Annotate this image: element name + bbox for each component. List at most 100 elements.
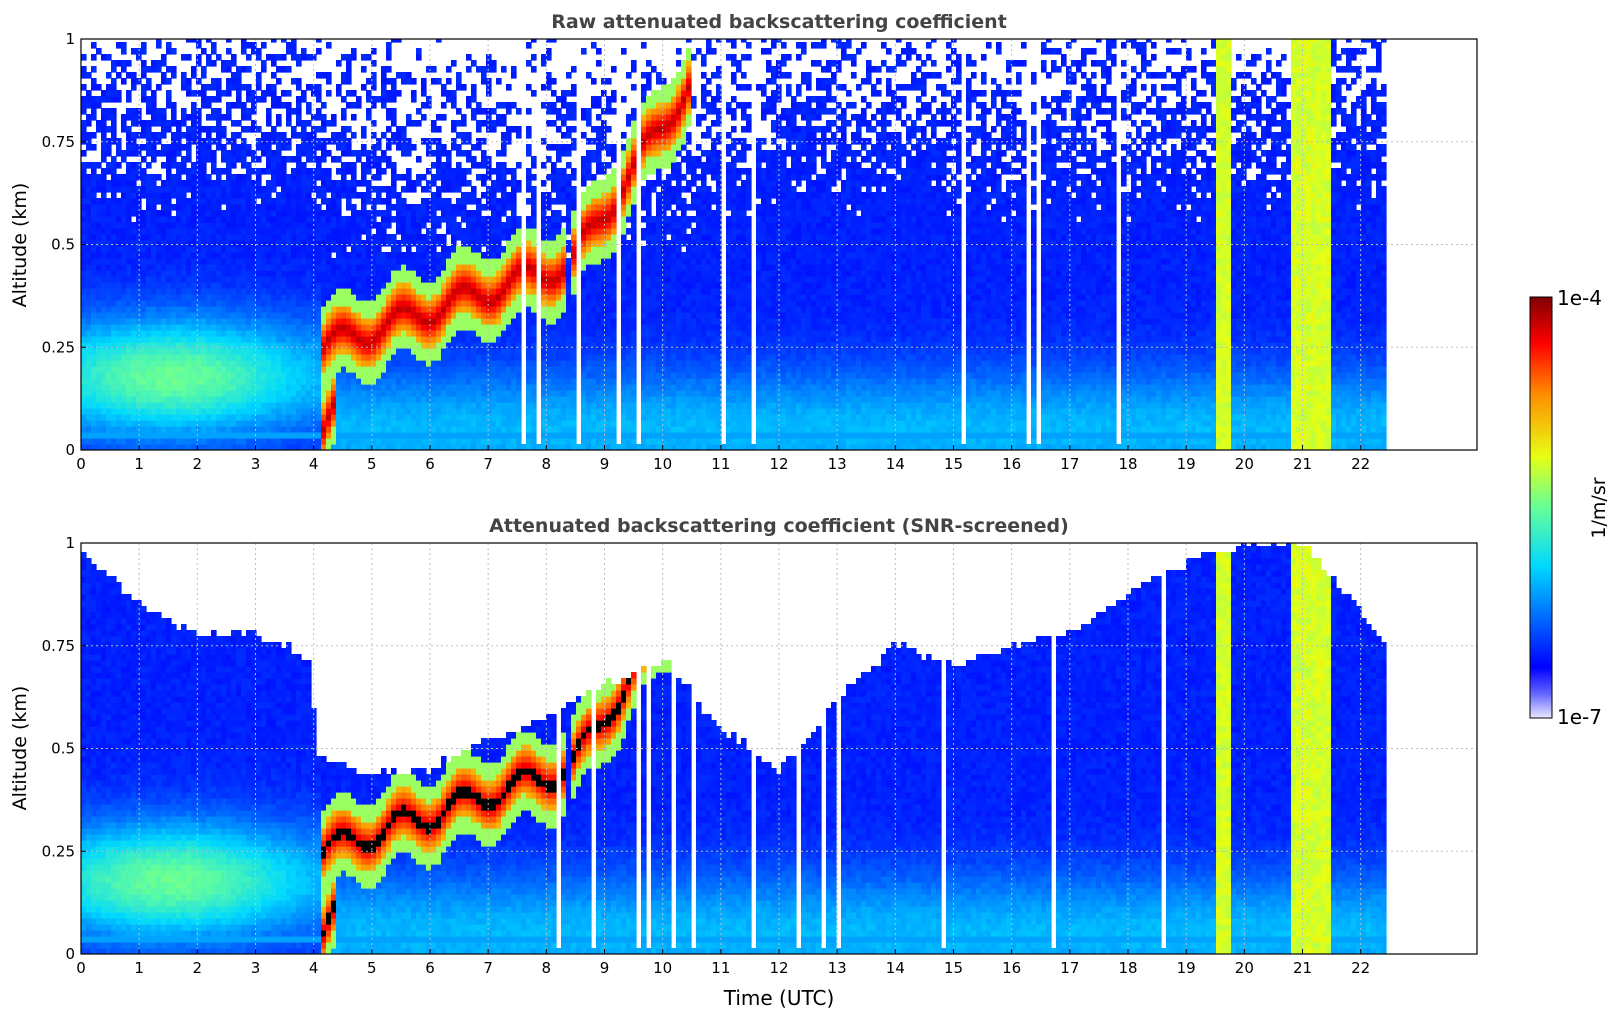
heatmap-cell (366, 396, 372, 403)
heatmap-cell (351, 276, 357, 283)
heatmap-cell (236, 240, 242, 247)
heatmap-cell (326, 432, 332, 439)
heatmap-cell (176, 354, 182, 361)
heatmap-cell (126, 420, 132, 427)
heatmap-cell (446, 162, 452, 169)
heatmap-cell (161, 54, 167, 61)
heatmap-cell (426, 270, 432, 277)
heatmap-cell (216, 246, 222, 253)
heatmap-cell (241, 264, 247, 271)
heatmap-cell (356, 354, 362, 361)
heatmap-cell (486, 318, 492, 325)
heatmap-cell (426, 240, 432, 247)
heatmap-column (371, 48, 377, 450)
heatmap-cell (411, 96, 417, 103)
heatmap-cell (291, 414, 297, 421)
heatmap-cell (441, 114, 447, 121)
heatmap-cell (371, 288, 377, 295)
heatmap-cell (456, 330, 462, 337)
heatmap-cell (246, 426, 252, 433)
heatmap-cell (141, 282, 147, 289)
heatmap-cell (526, 402, 532, 409)
heatmap-cell (421, 390, 427, 397)
heatmap-cell (526, 42, 532, 49)
heatmap-cell (346, 168, 352, 175)
heatmap-cell (391, 288, 397, 295)
heatmap-cell (206, 438, 212, 445)
heatmap-cell (406, 168, 412, 175)
heatmap-cell (386, 420, 392, 427)
heatmap-cell (316, 300, 322, 307)
heatmap-cell (291, 360, 297, 367)
heatmap-cell (161, 60, 167, 67)
heatmap-cell (281, 204, 287, 211)
heatmap-cell (486, 360, 492, 367)
heatmap-cell (491, 288, 497, 295)
heatmap-cell (441, 276, 447, 283)
heatmap-cell (481, 408, 487, 415)
heatmap-cell (146, 420, 152, 427)
heatmap-cell (456, 306, 462, 313)
heatmap-cell (346, 336, 352, 343)
heatmap-cell (141, 270, 147, 277)
heatmap-cell (296, 84, 302, 91)
heatmap-cell (311, 390, 317, 397)
heatmap-cell (211, 48, 217, 55)
heatmap-cell (161, 294, 167, 301)
heatmap-cell (81, 282, 87, 289)
heatmap-cell (361, 360, 367, 367)
heatmap-cell (186, 312, 192, 319)
heatmap-cell (171, 234, 177, 241)
heatmap-cell (406, 258, 412, 265)
heatmap-cell (396, 360, 402, 367)
heatmap-cell (206, 174, 212, 181)
heatmap-cell (491, 432, 497, 439)
heatmap-cell (526, 408, 532, 415)
heatmap-cell (116, 222, 122, 229)
heatmap-cell (121, 42, 127, 49)
heatmap-cell (236, 336, 242, 343)
heatmap-cell (416, 216, 422, 223)
heatmap-cell (411, 252, 417, 259)
heatmap-cell (91, 318, 97, 325)
heatmap-column (331, 114, 337, 450)
heatmap-cell (481, 66, 487, 73)
heatmap-cell (156, 288, 162, 295)
heatmap-cell (131, 168, 137, 175)
heatmap-cell (416, 54, 422, 61)
heatmap-cell (401, 144, 407, 151)
heatmap-cell (266, 132, 272, 139)
heatmap-cell (371, 78, 377, 85)
heatmap-cell (406, 138, 412, 145)
heatmap-cell (481, 324, 487, 331)
heatmap-cell (316, 252, 322, 259)
heatmap-cell (211, 324, 217, 331)
heatmap-cell (276, 234, 282, 241)
heatmap-cell (146, 390, 152, 397)
heatmap-cell (466, 96, 472, 103)
heatmap-cell (516, 282, 522, 289)
heatmap-cell (226, 210, 232, 217)
heatmap-cell (191, 102, 197, 109)
heatmap-cell (336, 408, 342, 415)
heatmap-cell (156, 276, 162, 283)
heatmap-cell (301, 132, 307, 139)
heatmap-cell (381, 132, 387, 139)
heatmap-cell (101, 294, 107, 301)
heatmap-cell (486, 114, 492, 121)
heatmap-cell (151, 366, 157, 373)
heatmap-cell (236, 84, 242, 91)
heatmap-cell (426, 318, 432, 325)
heatmap-cell (291, 240, 297, 247)
heatmap-cell (471, 300, 477, 307)
heatmap-cell (476, 210, 482, 217)
heatmap-cell (431, 222, 437, 229)
heatmap-cell (81, 126, 87, 133)
heatmap-cell (341, 180, 347, 187)
heatmap-cell (96, 96, 102, 103)
heatmap-cell (441, 168, 447, 175)
heatmap-cell (311, 384, 317, 391)
heatmap-cell (501, 402, 507, 409)
heatmap-cell (371, 150, 377, 157)
heatmap-cell (206, 228, 212, 235)
